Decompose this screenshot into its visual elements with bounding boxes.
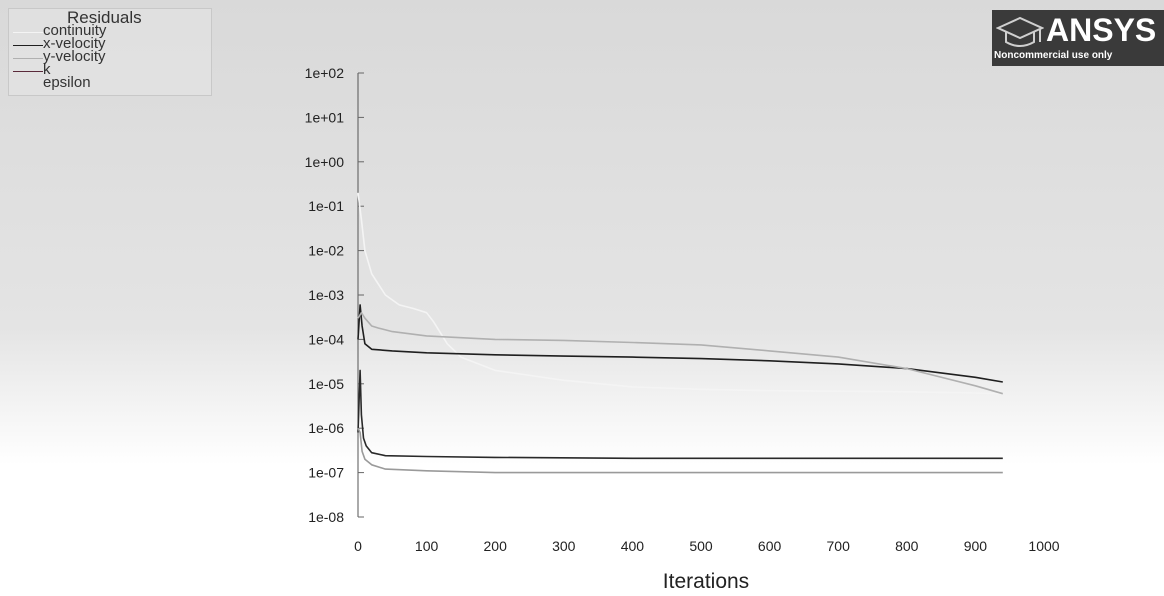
legend-swatch [13,45,43,46]
y-tick-label: 1e-07 [308,465,344,481]
series-line-k [357,369,1003,460]
chart-series-group [357,192,1004,474]
x-tick-label: 1000 [1028,538,1059,554]
y-tick-label: 1e+01 [305,109,345,125]
y-tick-label: 1e+00 [305,154,345,170]
legend-swatch [13,58,43,59]
series-line-continuity [357,192,1003,395]
x-tick-label: 700 [827,538,851,554]
legend-entry-x-velocity: x-velocity [13,35,203,52]
y-tick-label: 1e-02 [308,243,344,259]
y-tick-label: 1e-08 [308,509,344,525]
legend-entry-k: k [13,61,203,78]
y-tick-label: 1e-06 [308,420,344,436]
legend: Residuals continuity x-velocity y-veloci… [8,8,212,96]
chart-tick-labels: 1e+02 1e+01 1e+00 1e-01 1e-02 1e-03 1e-04 1e-05… [305,65,1060,554]
x-tick-label: 600 [758,538,782,554]
legend-entry-y-velocity: y-velocity [13,48,203,65]
x-tick-label: 100 [415,538,439,554]
legend-title: Residuals [67,8,142,27]
legend-entry-epsilon: epsilon [13,74,203,91]
series-line-x-velocity [357,304,1003,383]
legend-swatch [13,84,43,85]
legend-label: epsilon [43,74,91,91]
x-tick-label: 0 [354,538,362,554]
chart-axes [357,72,364,518]
legend-entry-continuity: continuity [13,22,203,39]
x-tick-label: 200 [484,538,508,554]
legend-label: continuity [43,22,107,39]
ansys-logo: ANSYS Noncommercial use only [992,10,1164,66]
series-line-epsilon [357,427,1003,474]
legend-label: k [43,61,51,78]
x-tick-label: 900 [964,538,988,554]
y-tick-label: 1e+02 [305,65,345,81]
legend-label: y-velocity [43,48,106,65]
y-tick-label: 1e-03 [308,287,344,303]
x-tick-label: 400 [621,538,645,554]
x-tick-label: 800 [895,538,919,554]
legend-label: x-velocity [43,35,106,52]
x-axis-title: Iterations [663,570,749,593]
graduation-cap-icon [996,16,1044,47]
x-tick-label: 300 [552,538,576,554]
y-tick-label: 1e-04 [308,331,344,347]
logo-subtitle: Noncommercial use only [994,50,1113,61]
legend-swatch [13,71,43,72]
y-tick-label: 1e-01 [308,198,344,214]
y-tick-label: 1e-05 [308,376,344,392]
legend-swatch [13,32,43,33]
logo-text: ANSYS [1046,12,1157,48]
series-line-y-velocity [357,311,1004,395]
x-tick-label: 500 [689,538,713,554]
